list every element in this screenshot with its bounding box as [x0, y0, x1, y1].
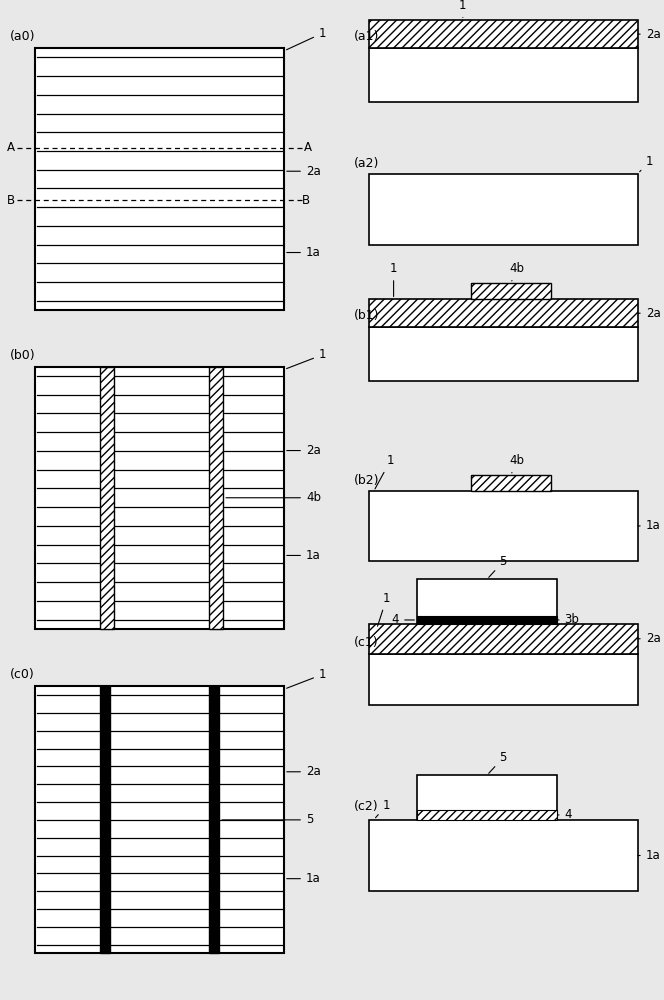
- Text: 1: 1: [459, 0, 467, 17]
- Bar: [417, 579, 556, 624]
- Text: A: A: [304, 141, 312, 154]
- Text: 1: 1: [390, 262, 397, 297]
- Text: 4b: 4b: [509, 454, 524, 473]
- Bar: [100, 367, 114, 629]
- Text: (b0): (b0): [10, 349, 36, 362]
- Text: 2a: 2a: [637, 307, 661, 320]
- Bar: [369, 327, 637, 381]
- Text: (c2): (c2): [354, 800, 378, 813]
- Bar: [417, 616, 556, 624]
- Text: 2a: 2a: [287, 165, 321, 178]
- Text: A: A: [7, 141, 15, 154]
- Text: B: B: [302, 194, 310, 207]
- Bar: [471, 283, 550, 299]
- Text: 1a: 1a: [287, 549, 321, 562]
- Bar: [35, 686, 284, 953]
- Bar: [209, 686, 219, 953]
- Bar: [369, 48, 637, 102]
- Text: 2a: 2a: [287, 444, 321, 457]
- Text: 4b: 4b: [509, 262, 524, 281]
- Text: (b2): (b2): [354, 474, 379, 487]
- Bar: [369, 624, 637, 654]
- Bar: [35, 367, 284, 629]
- Text: 1: 1: [375, 454, 394, 489]
- Bar: [369, 654, 637, 705]
- Text: 5: 5: [222, 813, 313, 826]
- Text: 5: 5: [489, 751, 507, 773]
- Text: 4: 4: [556, 808, 572, 821]
- Text: 1: 1: [286, 27, 327, 50]
- Text: (b1): (b1): [354, 309, 379, 322]
- Text: 1a: 1a: [637, 519, 661, 532]
- Text: 1a: 1a: [287, 246, 321, 259]
- Text: 2a: 2a: [287, 765, 321, 778]
- Text: 1a: 1a: [637, 849, 661, 862]
- Text: (a0): (a0): [10, 30, 35, 43]
- Bar: [471, 475, 550, 491]
- Text: 4: 4: [392, 613, 414, 626]
- Bar: [100, 686, 110, 953]
- Text: 1: 1: [378, 592, 390, 626]
- Text: 5: 5: [489, 555, 507, 577]
- Bar: [369, 174, 637, 245]
- Bar: [417, 810, 556, 820]
- Text: 1: 1: [287, 348, 327, 369]
- Text: 4b: 4b: [226, 491, 321, 504]
- Bar: [369, 491, 637, 561]
- Text: 3b: 3b: [556, 613, 580, 626]
- Bar: [369, 20, 637, 48]
- Text: 1: 1: [376, 799, 390, 818]
- Text: 1: 1: [639, 155, 653, 172]
- Text: (a2): (a2): [354, 157, 379, 170]
- Text: B: B: [7, 194, 15, 207]
- Text: 1a: 1a: [287, 872, 321, 885]
- Text: 1: 1: [287, 668, 327, 688]
- Bar: [369, 820, 637, 891]
- Bar: [209, 367, 223, 629]
- Text: 2a: 2a: [637, 28, 661, 41]
- Bar: [417, 775, 556, 820]
- Text: (c1): (c1): [354, 636, 378, 649]
- Bar: [369, 299, 637, 327]
- Text: (c0): (c0): [10, 668, 35, 681]
- Text: (a1): (a1): [354, 30, 379, 43]
- Text: 2a: 2a: [637, 632, 661, 645]
- Bar: [35, 48, 284, 310]
